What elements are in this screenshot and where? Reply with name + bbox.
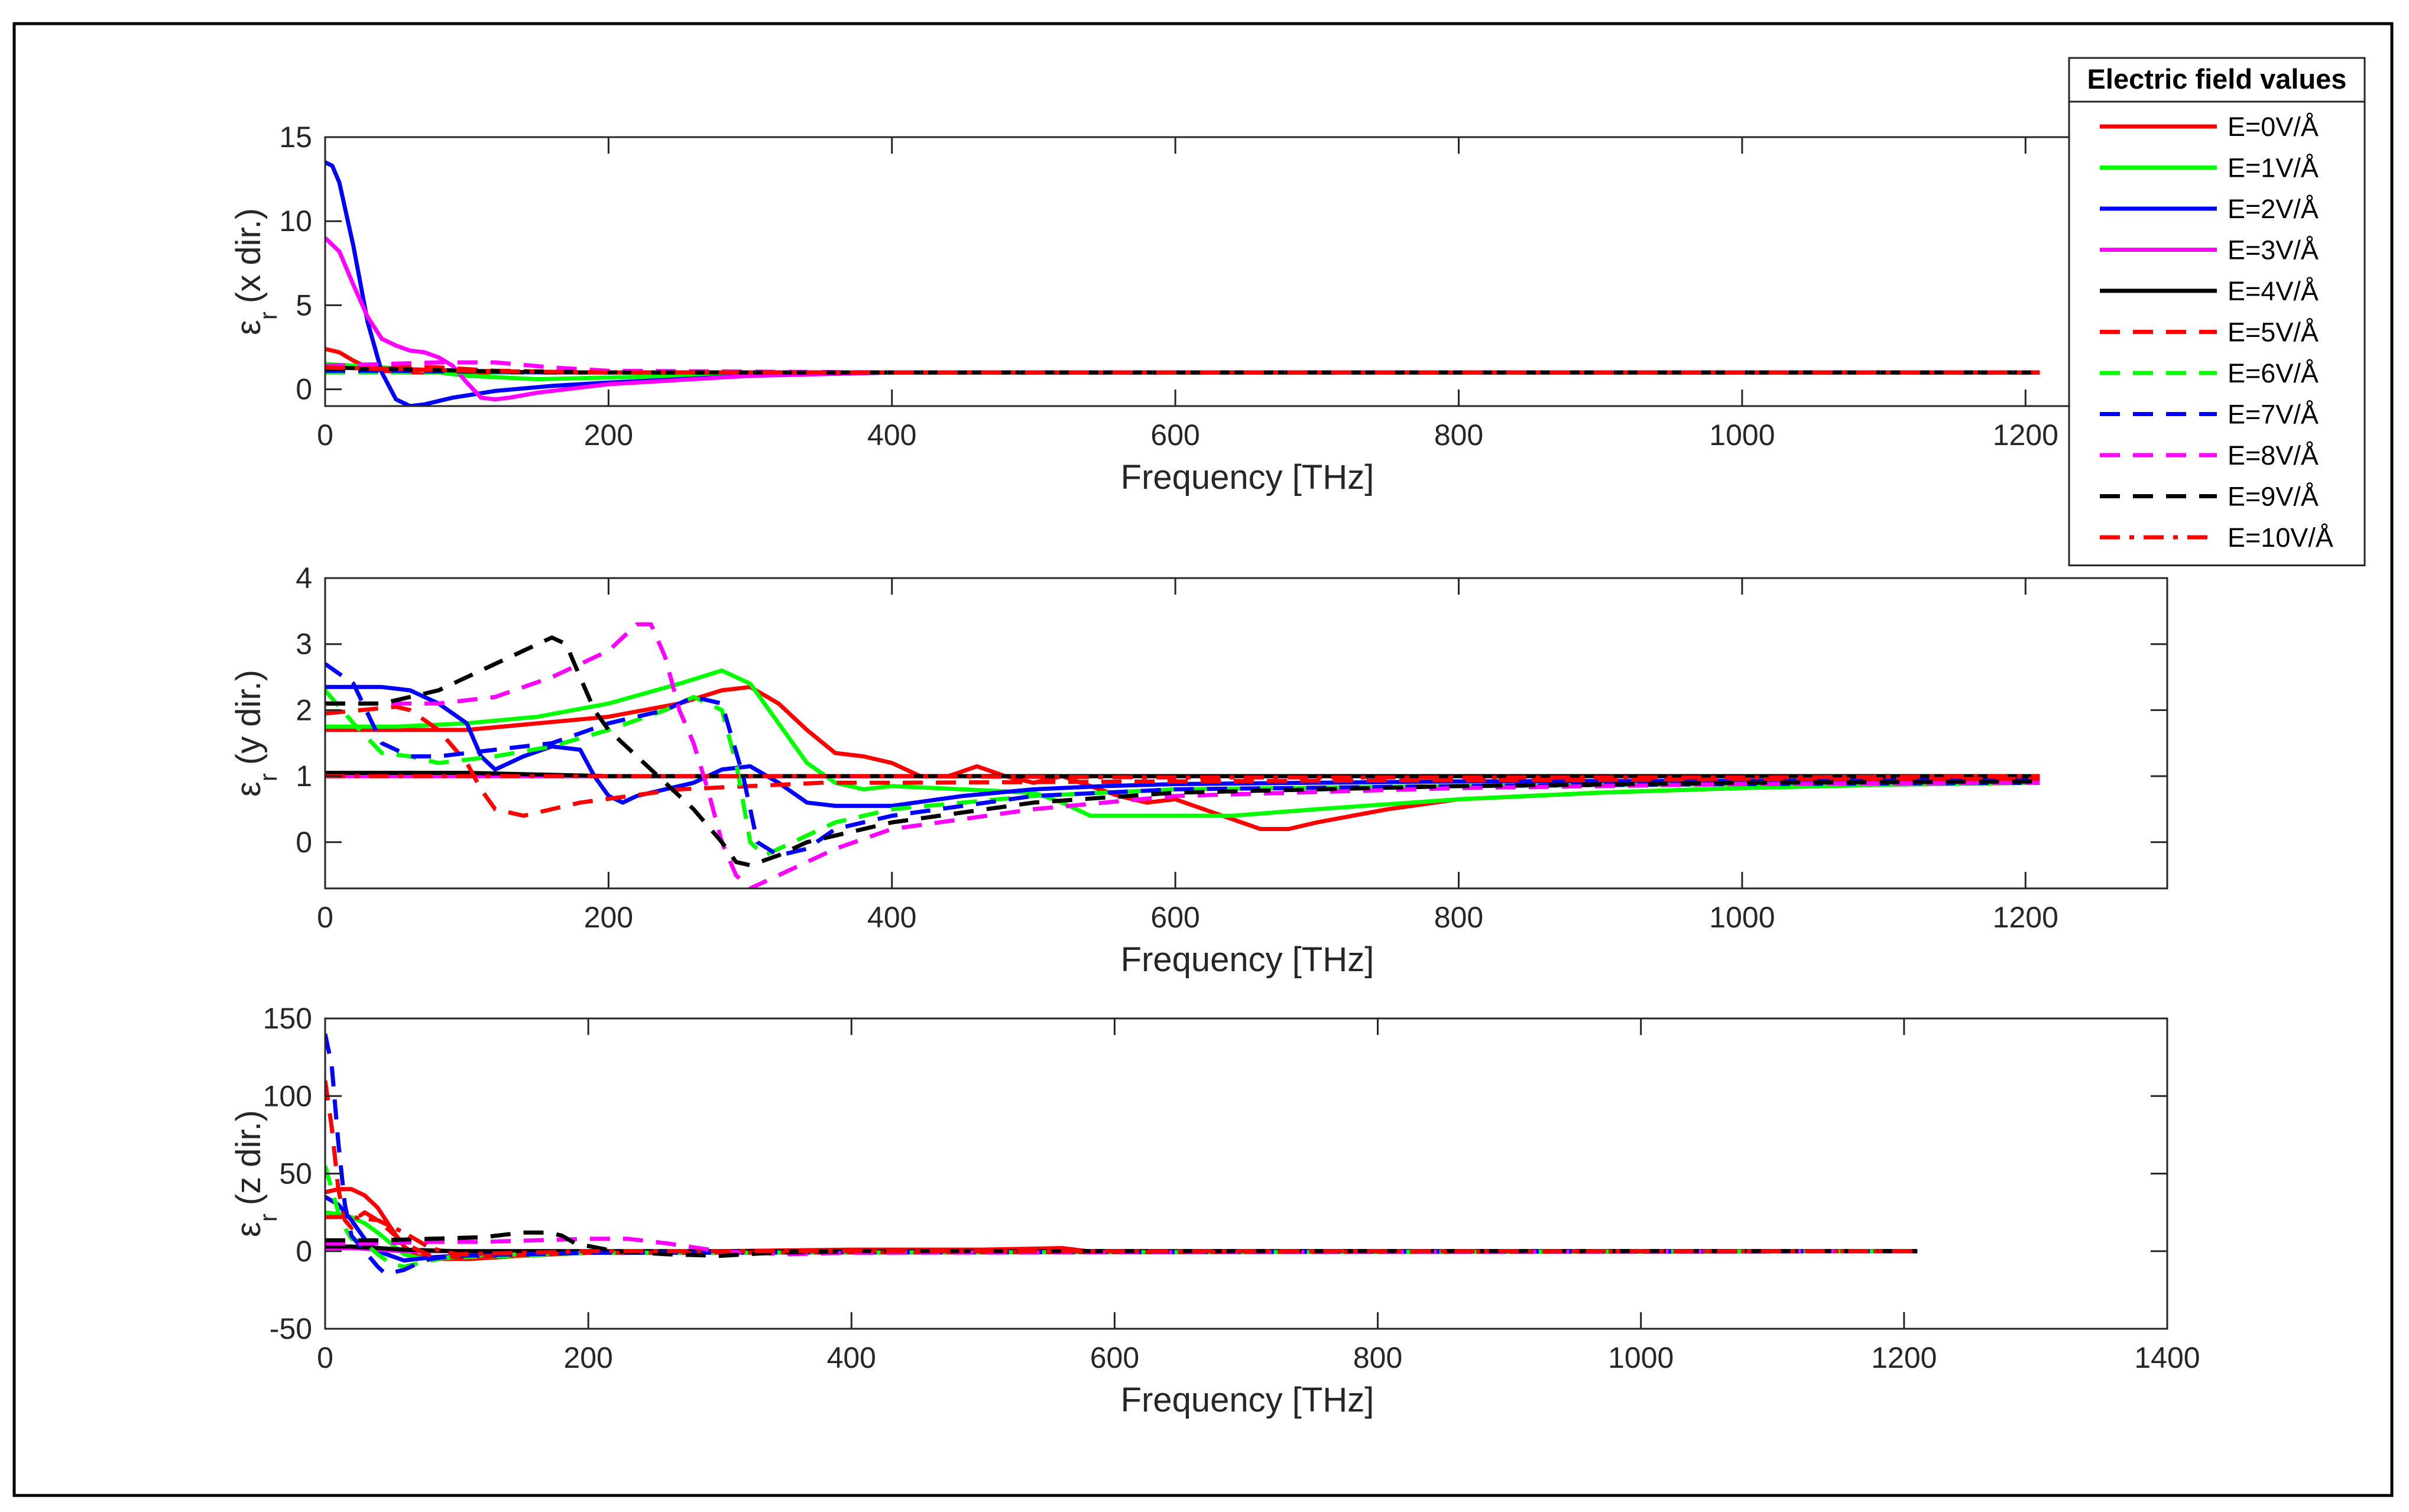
x-tick-label: 1000 xyxy=(1709,418,1775,452)
series-line-y-E=2V/Å xyxy=(325,684,2040,808)
x-tick-label: 0 xyxy=(317,418,333,452)
y-tick-label: 1 xyxy=(296,760,312,793)
series-line-z-E=10V/Å xyxy=(325,1215,1918,1257)
x-tick-label: 0 xyxy=(317,901,333,934)
x-tick-label: 400 xyxy=(867,418,916,452)
y-axis-label-subscript: r xyxy=(254,312,282,320)
chart-z-dir: 0 200 400 600 800 1000 1200 1400-50050100150Fre… xyxy=(229,1002,2200,1419)
x-axis-label: Frequency [THz] xyxy=(1121,940,1374,979)
axes-box-y xyxy=(324,577,2168,890)
y-tick-label: 15 xyxy=(279,121,312,154)
y-axis-label-subscript: r xyxy=(254,1214,282,1222)
y-axis-label-epsilon: ε xyxy=(229,781,268,797)
legend-item-label: E=4V/Å xyxy=(2228,276,2319,306)
figure-border xyxy=(12,22,2394,1497)
y-tick-label: 2 xyxy=(296,693,312,726)
x-tick-label: 400 xyxy=(867,901,916,934)
x-tick-label: 600 xyxy=(1150,418,1199,452)
series-line-y-E=7V/Å xyxy=(325,662,2040,858)
y-axis-label: εr (z dir.) xyxy=(229,1110,282,1237)
x-tick-label: 1400 xyxy=(2134,1341,2200,1374)
y-axis-label-direction: (z dir.) xyxy=(229,1110,268,1205)
legend-item-label: E=2V/Å xyxy=(2228,194,2319,224)
legend-item-label: E=5V/Å xyxy=(2228,317,2319,348)
y-axis-label: εr (x dir.) xyxy=(229,208,282,335)
legend-item-label: E=0V/Å xyxy=(2228,112,2319,142)
chart-y-dir: 0 200 400 600 800 1000 1200 0 1 2 3 4 Frequency [THz… xyxy=(229,562,2168,979)
y-tick-label: 10 xyxy=(279,205,312,238)
chart-x-dir: 0 200 400 600 800 1000 1200 0 5 10 15 Frequency [TH… xyxy=(229,121,2168,497)
y-tick-label: -50 xyxy=(270,1312,312,1345)
series-line-x-E=3V/Å xyxy=(325,236,2040,402)
x-tick-label: 1000 xyxy=(1608,1341,1674,1374)
x-axis-label: Frequency [THz] xyxy=(1121,458,1374,497)
y-axis-label-direction: (x dir.) xyxy=(229,208,268,303)
series-group-y xyxy=(325,622,2040,888)
legend-item-label: E=3V/Å xyxy=(2228,235,2319,265)
y-axis-label: εr (y dir.) xyxy=(229,670,282,797)
x-axis-label: Frequency [THz] xyxy=(1121,1381,1374,1419)
x-tick-label: 0 xyxy=(317,1341,333,1374)
x-tick-label: 400 xyxy=(827,1341,876,1374)
y-axis-label-direction: (y dir.) xyxy=(229,670,268,765)
series-line-y-E=6V/Å xyxy=(325,689,2040,858)
series-line-x-E=9V/Å xyxy=(325,366,2040,375)
series-line-z-E=6V/Å xyxy=(325,1165,1918,1269)
y-axis-label-epsilon: ε xyxy=(229,1222,268,1237)
legend-item-label: E=8V/Å xyxy=(2228,440,2319,471)
legend-title: Electric field values xyxy=(2087,63,2347,95)
y-tick-label: 5 xyxy=(296,288,312,322)
y-tick-label: 4 xyxy=(296,562,312,595)
plot-area-y xyxy=(325,578,2167,888)
y-tick-label: 0 xyxy=(296,373,312,406)
y-tick-label: 0 xyxy=(296,826,312,859)
x-tick-label: 1200 xyxy=(1871,1341,1937,1374)
series-line-y-E=9V/Å xyxy=(325,635,2040,868)
x-tick-label: 800 xyxy=(1434,901,1483,934)
y-tick-label: 0 xyxy=(296,1235,312,1268)
x-tick-label: 600 xyxy=(1090,1341,1139,1374)
series-line-x-E=10V/Å xyxy=(325,365,2040,375)
y-axis-label-epsilon: ε xyxy=(229,320,268,335)
series-line-z-E=5V/Å xyxy=(325,1080,1918,1260)
legend-box xyxy=(2068,57,2366,566)
legend-item-label: E=10V/Å xyxy=(2228,523,2333,553)
plot-area-x xyxy=(325,137,2167,406)
legend-item-label: E=1V/Å xyxy=(2228,153,2319,183)
x-tick-label: 1000 xyxy=(1709,901,1775,934)
y-tick-label: 3 xyxy=(296,628,312,661)
series-line-y-E=5V/Å xyxy=(325,705,2040,818)
legend-item-label: E=9V/Å xyxy=(2228,482,2319,512)
plot-area-z xyxy=(325,1018,2167,1329)
x-tick-label: 1200 xyxy=(1993,418,2058,452)
x-tick-label: 1200 xyxy=(1993,901,2058,934)
series-group-z xyxy=(325,1033,1918,1275)
x-tick-label: 800 xyxy=(1353,1341,1402,1374)
x-tick-label: 200 xyxy=(563,1341,612,1374)
series-line-z-E=8V/Å xyxy=(325,1237,1918,1257)
y-tick-label: 100 xyxy=(263,1079,312,1112)
x-tick-label: 600 xyxy=(1150,901,1199,934)
legend-item-label: E=6V/Å xyxy=(2228,358,2319,388)
series-line-y-E=10V/Å xyxy=(325,774,2040,780)
y-tick-label: 50 xyxy=(279,1157,312,1190)
y-tick-label: 150 xyxy=(263,1002,312,1035)
x-tick-label: 200 xyxy=(584,901,633,934)
y-axis-label-subscript: r xyxy=(254,773,282,781)
legend-item-label: E=7V/Å xyxy=(2228,400,2319,430)
x-tick-label: 200 xyxy=(584,418,633,452)
legend: Electric field values E=0V/Å E=1V/Å E=2V/Å E… xyxy=(2068,57,2366,566)
x-tick-label: 800 xyxy=(1434,418,1483,452)
